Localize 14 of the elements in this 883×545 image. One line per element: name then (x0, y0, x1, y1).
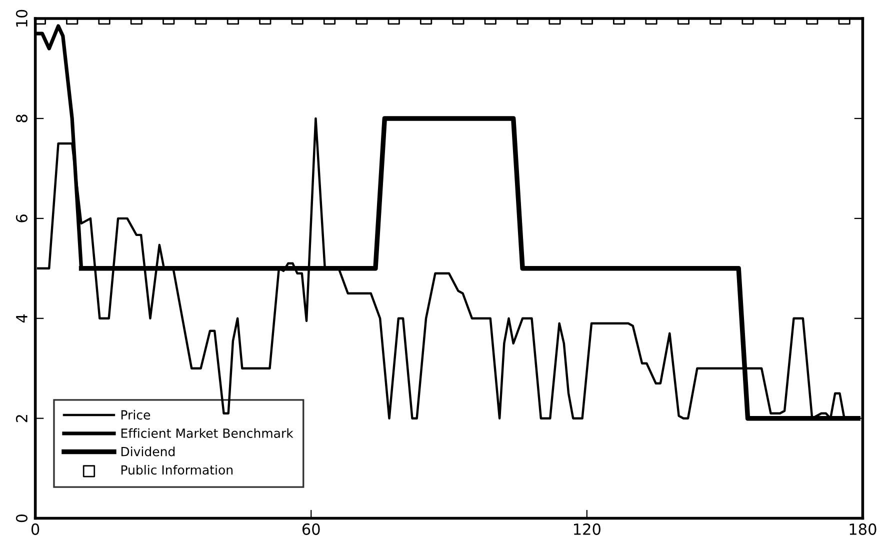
legend-label: Efficient Market Benchmark (121, 428, 294, 438)
y-tick-label: 6 (16, 214, 28, 222)
legend-label: Public Information (121, 464, 232, 475)
y-tick-label: 10 (16, 10, 28, 27)
y-tick-label: 4 (16, 314, 28, 322)
y-tick-label: 8 (16, 114, 28, 122)
y-tick-label: 2 (16, 415, 28, 422)
legend-label: Dividend (121, 446, 175, 456)
x-tick-label: 180 (850, 523, 876, 535)
x-tick-label: 60 (302, 523, 320, 535)
legend-label: Price (121, 410, 150, 420)
x-tick-label: 0 (31, 523, 40, 535)
x-tick-label: 120 (574, 523, 600, 535)
y-tick-label: 0 (16, 514, 28, 522)
